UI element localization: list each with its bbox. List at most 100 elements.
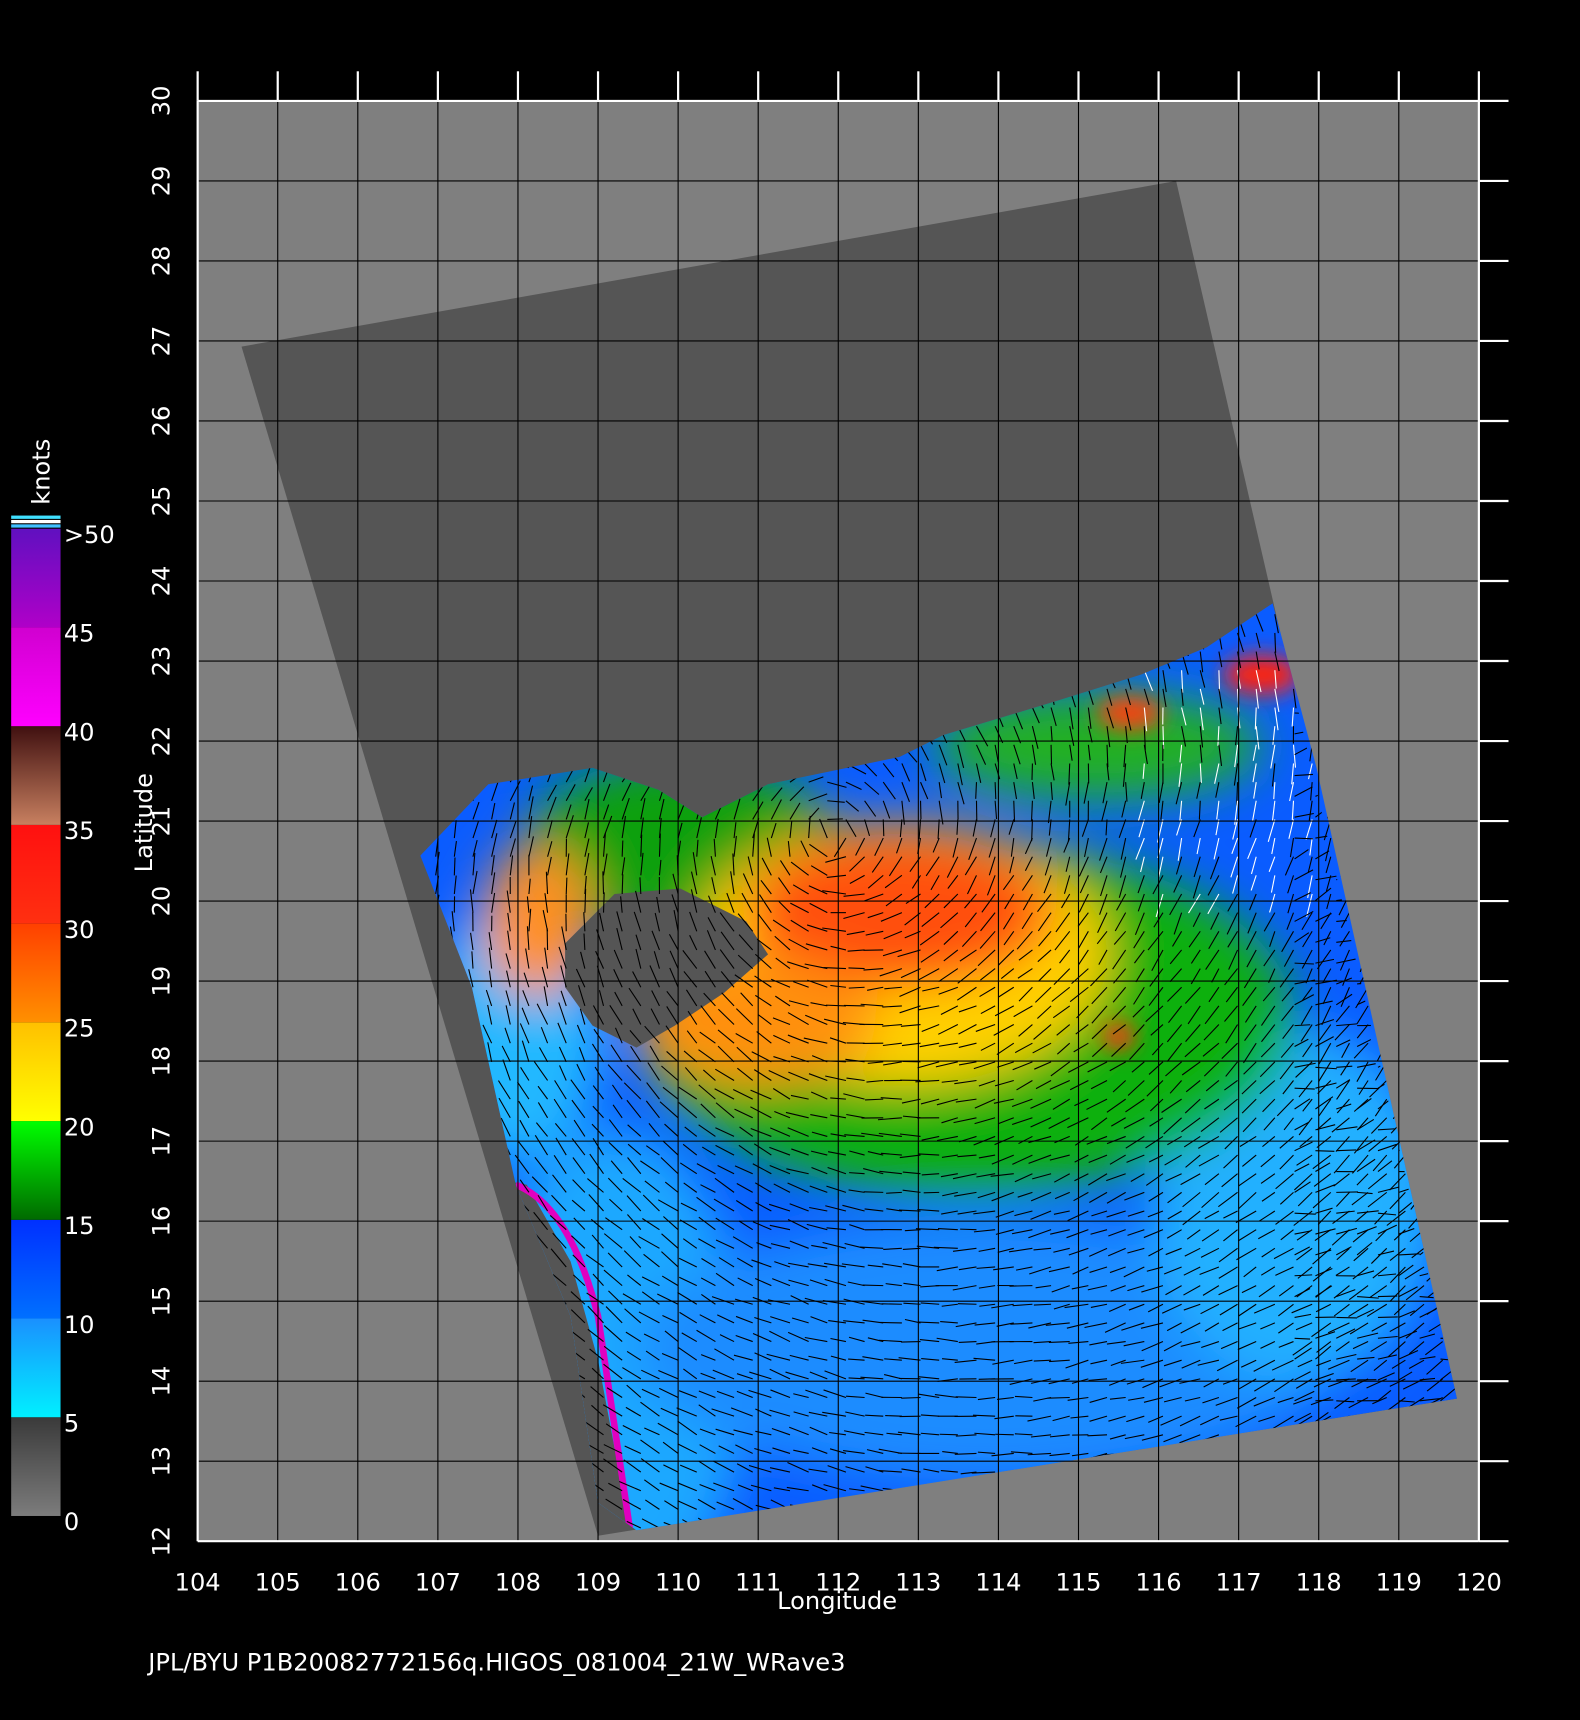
wind-vector xyxy=(472,820,480,839)
wind-vector xyxy=(1331,1229,1350,1246)
wind-vector xyxy=(1322,968,1332,984)
wind-vector xyxy=(996,1042,1015,1056)
wind-vector xyxy=(1207,893,1220,915)
wind-vector xyxy=(451,911,455,932)
wind-vector xyxy=(1339,949,1350,971)
wind-vector xyxy=(824,1262,847,1268)
wind-vector xyxy=(1314,1229,1332,1241)
wind-vector xyxy=(939,1433,958,1436)
wind-vector xyxy=(1183,1135,1201,1148)
wind-vector xyxy=(1200,1303,1220,1315)
colorbar-segment xyxy=(11,528,61,628)
wind-vector xyxy=(819,818,828,839)
wind-vector xyxy=(825,1075,847,1082)
wind-vector xyxy=(565,877,568,895)
wind-vector xyxy=(952,837,959,858)
wind-vector xyxy=(608,1119,623,1137)
wind-vector xyxy=(920,1414,940,1417)
wind-vector xyxy=(768,1203,791,1212)
wind-vector xyxy=(1294,1024,1311,1027)
y-tick-label: 24 xyxy=(148,566,176,597)
wind-vector xyxy=(1356,1039,1372,1047)
wind-vector xyxy=(1324,837,1332,862)
wind-vector xyxy=(551,1194,567,1212)
wind-vector xyxy=(960,1228,977,1231)
wind-vector xyxy=(809,1426,828,1436)
wind-vector xyxy=(1183,1285,1201,1296)
wind-vector xyxy=(1227,931,1239,948)
wind-vector xyxy=(1301,912,1313,931)
wind-vector xyxy=(1236,1397,1257,1409)
wind-vector xyxy=(1258,1415,1276,1423)
wind-vector xyxy=(1053,1247,1070,1253)
wind-vector xyxy=(621,782,632,802)
wind-vector xyxy=(678,1347,698,1361)
wind-vector xyxy=(1341,1042,1350,1059)
wind-vector xyxy=(1261,1005,1276,1026)
wind-vector xyxy=(1260,1266,1276,1276)
wind-vector xyxy=(1155,893,1164,918)
wind-vector xyxy=(810,1002,828,1007)
wind-vector xyxy=(1142,763,1145,779)
wind-vector xyxy=(1030,1210,1052,1220)
wind-vector xyxy=(1074,1173,1089,1182)
wind-vector xyxy=(1334,1397,1350,1410)
wind-vector xyxy=(1335,1192,1350,1207)
wind-vector xyxy=(1387,1341,1406,1358)
wind-vector xyxy=(1192,875,1201,899)
wind-vector xyxy=(1243,1042,1257,1064)
wind-vector xyxy=(885,893,903,907)
wind-vector xyxy=(715,1102,735,1119)
wind-vector xyxy=(1247,912,1257,934)
wind-vector xyxy=(525,948,530,969)
wind-vector xyxy=(1073,1191,1089,1202)
wind-vector xyxy=(664,1181,679,1193)
wind-vector xyxy=(1203,1024,1220,1041)
wind-vector xyxy=(1356,1242,1373,1256)
wind-vector xyxy=(855,837,866,856)
wind-vector xyxy=(1356,1270,1375,1277)
wind-vector xyxy=(1106,707,1115,729)
wind-vector xyxy=(1294,1087,1315,1090)
wind-vector xyxy=(1349,1322,1369,1335)
wind-vector xyxy=(602,833,606,857)
wind-vector xyxy=(808,815,811,839)
wind-vector xyxy=(526,926,530,950)
x-tick-label: 119 xyxy=(1376,1569,1422,1597)
wind-vector xyxy=(979,930,996,949)
wind-vector xyxy=(1294,994,1315,1006)
wind-vector xyxy=(1067,819,1071,842)
wind-vector xyxy=(958,1266,977,1271)
wind-vector xyxy=(882,1042,902,1047)
wind-vector xyxy=(754,1352,772,1361)
wind-vector xyxy=(980,1042,996,1051)
wind-vector xyxy=(491,872,496,895)
wind-vector xyxy=(1087,1173,1108,1186)
wind-vector xyxy=(941,1079,958,1083)
wind-vector xyxy=(1179,1434,1201,1444)
wind-vector xyxy=(973,1061,996,1070)
wind-vector xyxy=(1180,1173,1201,1186)
wind-vector xyxy=(1234,744,1239,768)
wind-vector xyxy=(848,986,865,989)
wind-vector xyxy=(918,1376,940,1380)
wind-vector xyxy=(713,838,716,857)
wind-vector xyxy=(1052,1415,1070,1422)
wind-vector xyxy=(1278,1285,1294,1297)
wind-vector xyxy=(517,1140,530,1156)
wind-vector xyxy=(1372,1154,1388,1172)
wind-vector xyxy=(754,1317,772,1324)
wind-vector xyxy=(577,985,586,1007)
wind-vector xyxy=(1335,1005,1350,1023)
wind-vector xyxy=(1090,1303,1108,1308)
wind-vector xyxy=(920,781,929,800)
wind-vector xyxy=(932,837,940,853)
wind-vector xyxy=(880,912,903,922)
wind-vector xyxy=(1271,837,1276,855)
wind-vector xyxy=(488,970,493,988)
wind-vector xyxy=(862,1284,884,1287)
wind-vector xyxy=(789,1426,809,1436)
wind-vector xyxy=(1315,1345,1332,1360)
wind-vector xyxy=(502,1059,511,1081)
wind-vector xyxy=(1163,1396,1182,1403)
